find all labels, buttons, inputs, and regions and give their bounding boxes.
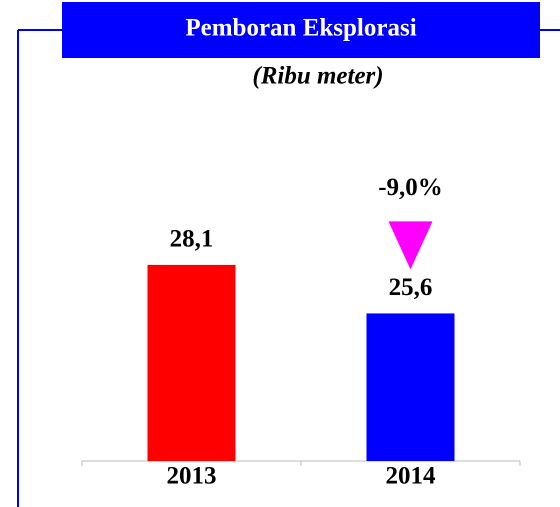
title-box (62, 2, 540, 58)
x-tick-label: 2013 (167, 463, 217, 490)
annotation: -9,0% (378, 174, 443, 201)
change-arrow (388, 221, 433, 270)
bar (147, 264, 236, 461)
chart-title: Pemboran Eksplorasi (185, 15, 416, 42)
x-tick-label: 2014 (386, 463, 437, 490)
bar (366, 313, 455, 461)
value-label: 28,1 (170, 226, 214, 253)
value-label: 25,6 (389, 274, 433, 301)
chart-subtitle: (Ribu meter) (252, 63, 383, 90)
